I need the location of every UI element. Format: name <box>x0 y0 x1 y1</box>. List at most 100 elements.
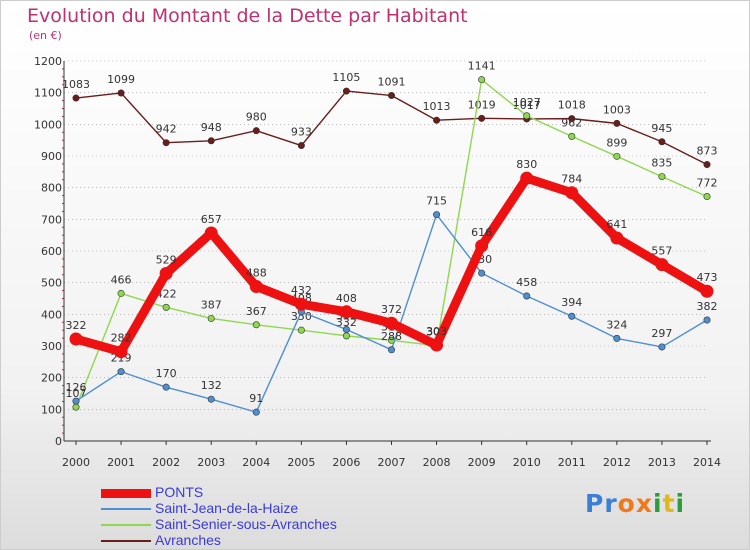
data-label-avranches: 1017 <box>513 99 541 112</box>
data-point-saint-senier-sous-avranches <box>523 112 531 120</box>
y-tick-label: 1200 <box>34 55 62 68</box>
data-point-ponts <box>204 226 218 240</box>
legend-label: Avranches <box>155 532 221 548</box>
y-tick-label: 700 <box>41 213 62 226</box>
data-label-saint-jean-de-la-haize: 715 <box>426 195 447 208</box>
legend-swatch <box>101 524 151 526</box>
data-point-saint-senier-sous-avranches <box>297 326 305 334</box>
data-label-saint-senier-sous-avranches: 772 <box>697 177 718 190</box>
data-label-avranches: 942 <box>156 123 177 136</box>
data-point-saint-senier-sous-avranches <box>72 403 80 411</box>
data-label-ponts: 488 <box>246 266 267 279</box>
x-tick-label: 2004 <box>242 456 270 469</box>
x-tick-label: 2014 <box>693 456 721 469</box>
data-label-saint-jean-de-la-haize: 170 <box>156 367 177 380</box>
data-point-saint-senier-sous-avranches <box>613 152 621 160</box>
data-point-ponts <box>655 258 669 272</box>
data-point-saint-senier-sous-avranches <box>568 132 576 140</box>
data-point-avranches <box>658 138 666 146</box>
x-tick-label: 2013 <box>648 456 676 469</box>
x-tick-label: 2003 <box>197 456 225 469</box>
data-point-saint-jean-de-la-haize <box>387 346 395 354</box>
logo-letter: r <box>604 489 618 518</box>
y-tick-label: 400 <box>41 308 62 321</box>
y-tick-label: 1100 <box>34 87 62 100</box>
logo-letter: P <box>585 489 605 518</box>
data-point-ponts <box>249 279 263 293</box>
data-point-avranches <box>207 137 215 145</box>
data-label-saint-senier-sous-avranches: 387 <box>201 298 222 311</box>
y-tick-label: 0 <box>55 435 62 448</box>
logo-letter: t <box>662 489 676 518</box>
data-label-avranches: 1003 <box>603 103 631 116</box>
x-tick-label: 2006 <box>332 456 360 469</box>
data-label-ponts: 641 <box>606 218 627 231</box>
data-label-saint-senier-sous-avranches: 962 <box>561 116 582 129</box>
data-point-avranches <box>478 114 486 122</box>
legend-swatch <box>101 540 151 542</box>
y-tick-label: 900 <box>41 150 62 163</box>
x-tick-label: 2008 <box>423 456 451 469</box>
x-tick-label: 2000 <box>62 456 90 469</box>
data-label-saint-senier-sous-avranches: 835 <box>651 157 672 170</box>
data-label-saint-senier-sous-avranches: 367 <box>246 305 267 318</box>
data-label-avranches: 1099 <box>107 73 135 86</box>
data-label-avranches: 1083 <box>62 78 90 91</box>
data-label-avranches: 948 <box>201 121 222 134</box>
data-point-avranches <box>387 92 395 100</box>
data-label-ponts: 432 <box>291 284 312 297</box>
data-point-saint-senier-sous-avranches <box>207 314 215 322</box>
data-point-ponts <box>114 345 128 359</box>
data-point-ponts <box>565 186 579 200</box>
data-point-saint-jean-de-la-haize <box>658 343 666 351</box>
data-label-ponts: 322 <box>66 319 87 332</box>
y-tick-label: 100 <box>41 403 62 416</box>
logo-letter: x <box>635 489 653 518</box>
data-point-avranches <box>568 115 576 123</box>
data-point-ponts <box>475 239 489 253</box>
data-point-ponts <box>159 266 173 280</box>
data-point-saint-senier-sous-avranches <box>703 193 711 201</box>
data-label-saint-jean-de-la-haize: 297 <box>651 327 672 340</box>
data-point-saint-jean-de-la-haize <box>72 397 80 405</box>
y-tick-label: 200 <box>41 372 62 385</box>
data-point-saint-senier-sous-avranches <box>162 303 170 311</box>
data-label-ponts: 303 <box>426 325 447 338</box>
x-tick-label: 2012 <box>603 456 631 469</box>
data-point-saint-jean-de-la-haize <box>523 292 531 300</box>
data-label-avranches: 1018 <box>558 99 586 112</box>
data-label-avranches: 945 <box>651 122 672 135</box>
data-label-ponts: 784 <box>561 173 582 186</box>
data-point-saint-jean-de-la-haize <box>478 269 486 277</box>
data-label-saint-senier-sous-avranches: 332 <box>336 316 357 329</box>
data-point-saint-jean-de-la-haize <box>252 408 260 416</box>
x-tick-label: 2002 <box>152 456 180 469</box>
proxiti-logo: Proxiti <box>585 489 685 518</box>
data-point-avranches <box>72 94 80 102</box>
data-label-ponts: 282 <box>111 332 132 345</box>
data-label-saint-senier-sous-avranches: 466 <box>111 273 132 286</box>
data-point-ponts <box>430 338 444 352</box>
data-point-ponts <box>339 305 353 319</box>
data-point-saint-jean-de-la-haize <box>613 334 621 342</box>
data-label-avranches: 1091 <box>378 76 406 89</box>
data-point-ponts <box>700 284 714 298</box>
data-point-avranches <box>613 119 621 127</box>
data-label-saint-jean-de-la-haize: 126 <box>66 381 87 394</box>
y-tick-label: 500 <box>41 277 62 290</box>
y-tick-label: 800 <box>41 182 62 195</box>
data-label-saint-jean-de-la-haize: 324 <box>606 318 627 331</box>
data-point-avranches <box>162 139 170 147</box>
data-label-saint-jean-de-la-haize: 382 <box>697 300 718 313</box>
data-label-saint-jean-de-la-haize: 91 <box>249 392 263 405</box>
legend-label: Saint-Jean-de-la-Haize <box>155 500 299 516</box>
legend-swatch <box>101 488 151 498</box>
x-tick-label: 2005 <box>287 456 315 469</box>
data-point-saint-jean-de-la-haize <box>433 211 441 219</box>
data-point-saint-senier-sous-avranches <box>658 173 666 181</box>
data-label-ponts: 473 <box>697 271 718 284</box>
data-label-saint-jean-de-la-haize: 458 <box>516 276 537 289</box>
data-point-avranches <box>252 127 260 135</box>
